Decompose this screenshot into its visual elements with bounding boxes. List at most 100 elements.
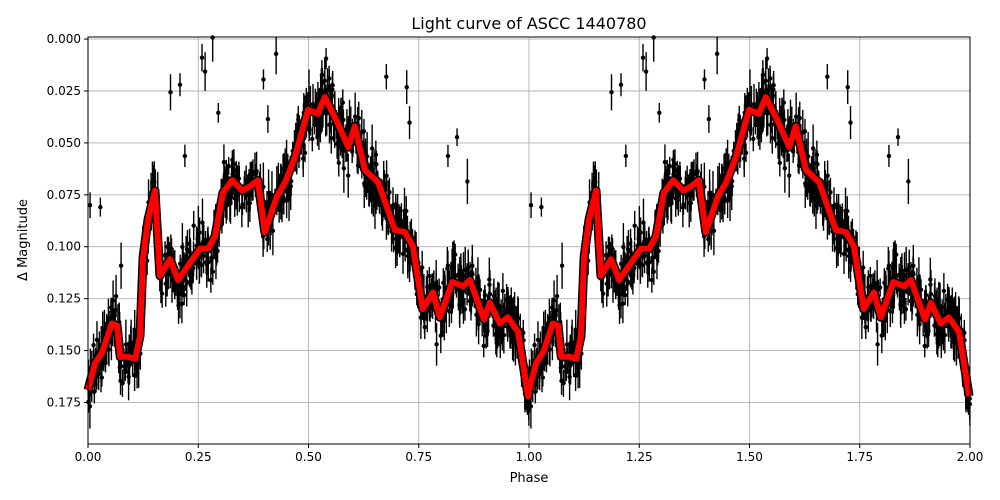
- data-point: [323, 48, 329, 69]
- point-marker: [751, 136, 756, 142]
- point-marker: [628, 249, 633, 254]
- point-marker: [182, 153, 188, 159]
- point-marker: [404, 208, 409, 214]
- data-point: [539, 197, 544, 217]
- point-marker: [110, 298, 116, 303]
- point-marker: [875, 342, 880, 347]
- point-marker: [637, 227, 642, 233]
- point-marker: [651, 269, 657, 274]
- data-point: [434, 323, 439, 366]
- point-marker: [770, 135, 775, 141]
- point-marker: [356, 115, 361, 121]
- data-point: [882, 268, 887, 298]
- point-marker: [108, 305, 114, 310]
- data-point: [384, 160, 389, 192]
- data-point: [216, 103, 221, 123]
- point-marker: [510, 308, 516, 313]
- point-marker: [764, 56, 770, 61]
- point-marker: [400, 251, 406, 257]
- point-marker: [336, 160, 341, 166]
- point-marker: [825, 173, 830, 179]
- data-point: [327, 69, 332, 88]
- data-point: [481, 334, 486, 358]
- data-point: [454, 128, 460, 146]
- point-marker: [288, 184, 293, 189]
- point-marker: [224, 171, 229, 176]
- point-marker: [787, 173, 792, 178]
- data-point: [404, 70, 409, 105]
- data-point: [751, 126, 756, 152]
- point-marker: [226, 195, 231, 201]
- data-point: [768, 69, 773, 88]
- point-marker: [803, 183, 808, 188]
- point-marker: [643, 69, 649, 74]
- point-marker: [620, 301, 626, 307]
- data-point: [706, 105, 712, 133]
- point-marker: [609, 90, 614, 95]
- point-marker: [768, 76, 773, 81]
- data-point: [346, 153, 351, 198]
- data-point: [208, 267, 214, 293]
- point-marker: [899, 294, 904, 300]
- point-marker: [806, 181, 811, 186]
- data-point: [179, 284, 185, 324]
- data-point: [845, 196, 850, 226]
- point-marker: [113, 293, 119, 299]
- point-marker: [562, 364, 568, 369]
- point-marker: [91, 342, 96, 348]
- data-point: [177, 73, 183, 97]
- data-point: [199, 43, 205, 72]
- point-marker: [797, 115, 802, 121]
- data-point: [559, 242, 565, 289]
- point-marker: [859, 315, 865, 320]
- data-point: [928, 257, 933, 302]
- point-marker: [199, 55, 205, 60]
- data-point: [384, 64, 389, 90]
- point-marker: [457, 269, 462, 274]
- point-marker: [600, 291, 606, 296]
- point-marker: [532, 342, 537, 348]
- point-marker: [895, 134, 901, 140]
- point-marker: [449, 304, 454, 310]
- point-marker: [868, 273, 873, 279]
- point-marker: [539, 204, 544, 210]
- point-marker: [500, 288, 506, 294]
- point-marker: [347, 117, 352, 123]
- point-marker: [451, 257, 457, 262]
- point-marker: [549, 305, 555, 310]
- point-marker: [841, 251, 847, 257]
- point-marker: [458, 294, 463, 300]
- point-marker: [346, 173, 351, 178]
- point-marker: [434, 342, 439, 347]
- point-marker: [405, 253, 411, 259]
- point-marker: [265, 116, 271, 122]
- point-marker: [352, 114, 358, 119]
- point-marker: [846, 253, 852, 259]
- data-point: [201, 238, 206, 274]
- point-marker: [94, 337, 100, 343]
- data-point: [657, 103, 662, 123]
- data-point: [441, 268, 446, 298]
- point-marker: [681, 202, 686, 207]
- point-marker: [632, 223, 637, 228]
- point-marker: [706, 116, 712, 122]
- point-marker: [202, 69, 208, 74]
- data-point: [803, 175, 808, 196]
- point-marker: [418, 315, 424, 320]
- point-marker: [384, 74, 389, 79]
- data-point: [848, 106, 853, 140]
- data-point: [221, 144, 227, 180]
- data-point: [487, 257, 492, 302]
- point-marker: [487, 277, 492, 282]
- data-point: [113, 299, 118, 322]
- point-marker: [906, 179, 911, 184]
- point-marker: [422, 324, 427, 330]
- data-point: [609, 74, 614, 111]
- data-point: [662, 144, 668, 180]
- point-marker: [898, 269, 903, 274]
- data-point: [903, 297, 909, 321]
- point-marker: [848, 120, 853, 125]
- point-marker: [327, 76, 332, 81]
- data-point: [643, 52, 649, 91]
